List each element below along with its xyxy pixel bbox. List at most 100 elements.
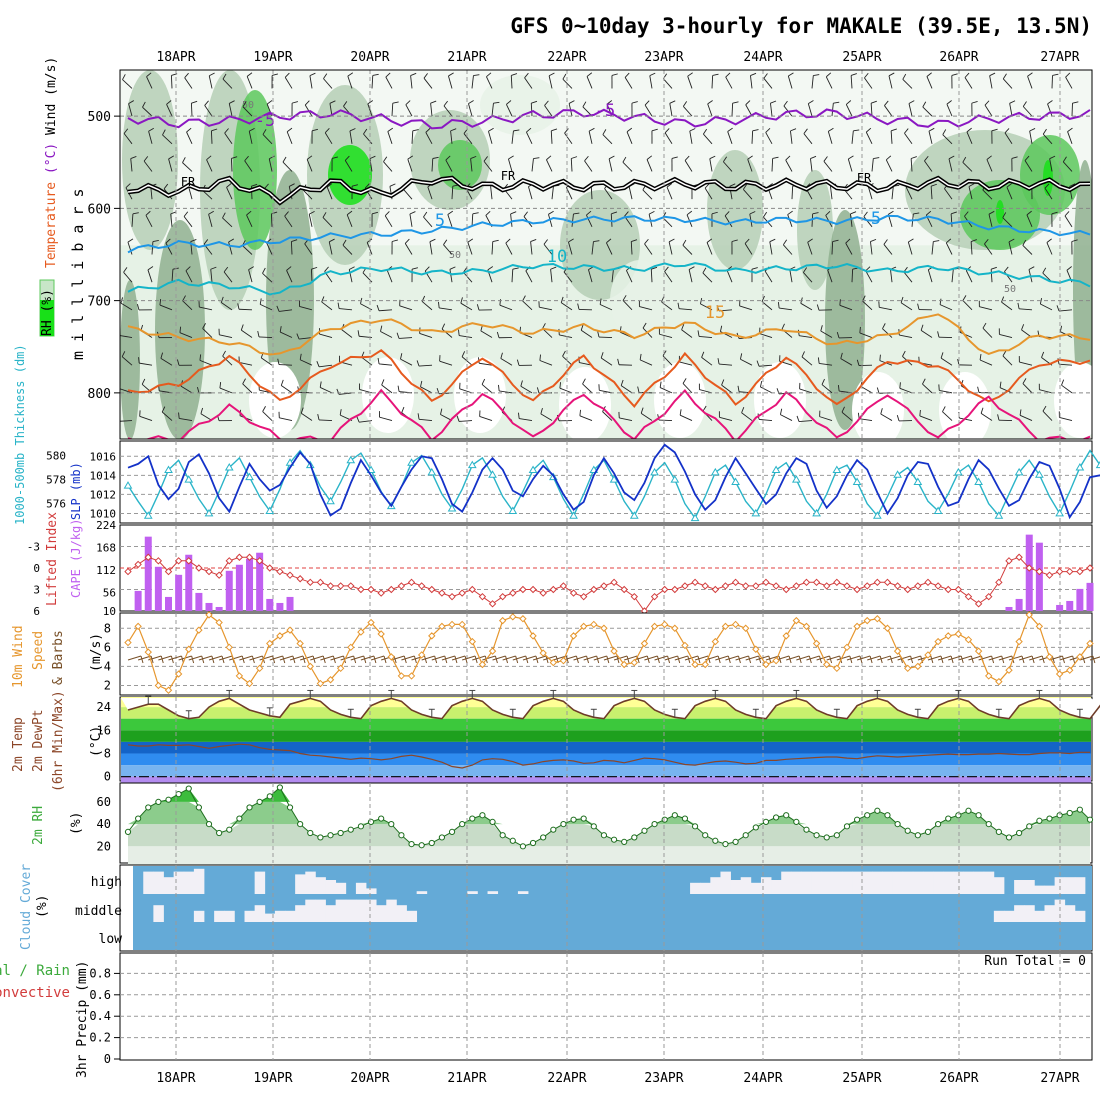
wind-barb-flag bbox=[1069, 183, 1076, 187]
wind-barb-flag bbox=[266, 100, 273, 105]
surface-barb-flag bbox=[282, 655, 286, 664]
wind-barb-flag bbox=[787, 210, 793, 215]
wind-barb bbox=[127, 242, 133, 255]
wind-barb bbox=[940, 357, 953, 366]
wind-barb-flag bbox=[669, 100, 676, 104]
wind-barb bbox=[820, 330, 833, 338]
wind-barb bbox=[899, 334, 913, 338]
wind-speed-point bbox=[336, 664, 345, 673]
date-labels-top: 18APR 19APR 20APR 21APR 22APR 23APR 24APR 25APR… bbox=[156, 50, 1079, 65]
wind-speed-point bbox=[225, 643, 233, 652]
wind-barb bbox=[865, 270, 873, 283]
wind-barb bbox=[564, 132, 573, 145]
pressure-tick-label: 800 bbox=[88, 387, 111, 402]
wind-barb-flag bbox=[539, 354, 541, 361]
wind-barb bbox=[210, 130, 213, 144]
contour-label: -5 bbox=[255, 111, 275, 131]
wind-barb-flag bbox=[747, 155, 753, 160]
wind-barb-flag bbox=[130, 156, 137, 159]
cape-bar bbox=[235, 564, 243, 611]
wind-speed-point bbox=[762, 660, 770, 669]
wind-barb-flag bbox=[121, 351, 126, 357]
wind-barb-flag bbox=[966, 127, 972, 133]
lifted-index-point bbox=[205, 567, 213, 576]
wind-barb-flag bbox=[930, 183, 937, 187]
wind-barb bbox=[542, 328, 553, 338]
wind-barb bbox=[160, 358, 173, 366]
lifted-index-point bbox=[650, 592, 659, 601]
wind-barb-flag bbox=[1011, 156, 1018, 159]
cloud-gap bbox=[750, 882, 762, 894]
wind-barb bbox=[684, 160, 693, 172]
wind-barb bbox=[304, 243, 313, 255]
cape-axis-label: CAPE (J/kg) bbox=[69, 519, 83, 598]
wind-barb-flag bbox=[620, 379, 624, 386]
lifted-index-point bbox=[478, 592, 487, 601]
wind-barb bbox=[927, 269, 933, 283]
wind-barb-flag bbox=[926, 210, 932, 216]
wind-barb-flag bbox=[443, 239, 448, 245]
wind-barb-flag bbox=[940, 352, 944, 359]
lifted-index-point bbox=[883, 578, 892, 587]
wind-barb bbox=[920, 330, 933, 338]
wind-barb bbox=[286, 131, 293, 144]
lifted-index-point bbox=[1076, 567, 1084, 576]
cloud-gap bbox=[214, 910, 225, 922]
contour-label: 10 bbox=[547, 247, 567, 267]
wind-barb bbox=[443, 105, 453, 117]
surface-barb-flag bbox=[1092, 655, 1096, 664]
wind-barb bbox=[299, 306, 313, 311]
wind-barb bbox=[771, 158, 774, 172]
wind-barb-flag bbox=[467, 238, 474, 243]
wind-barb-flag bbox=[1064, 211, 1070, 217]
temperature-contour bbox=[127, 313, 1091, 356]
precip-tick-label: 0.8 bbox=[89, 966, 111, 980]
wind-barb bbox=[379, 416, 393, 421]
wind-barb-flag bbox=[968, 183, 975, 187]
wind-barb-flag bbox=[508, 155, 514, 160]
rh2m-line-point bbox=[681, 815, 689, 822]
wind-speed-point bbox=[833, 664, 841, 673]
thickness-axis-label: 1000-500mb Thickness (dm) bbox=[13, 344, 27, 525]
rh2m-line-point bbox=[823, 834, 830, 841]
surface-barb-flag bbox=[768, 655, 772, 664]
wind-barb bbox=[840, 358, 853, 366]
wind-barb-flag bbox=[1042, 405, 1047, 412]
wind-barb-flag bbox=[202, 323, 206, 329]
wind-barb bbox=[308, 214, 313, 227]
wind-barb bbox=[787, 75, 793, 89]
temperature-contour bbox=[127, 108, 1091, 130]
legend-temperature-unit: (°C) bbox=[44, 143, 59, 174]
wind-barb-flag bbox=[863, 211, 868, 217]
wind-barb-flag bbox=[896, 415, 900, 422]
wind-barb-flag bbox=[363, 128, 368, 135]
wind-barb-flag bbox=[483, 156, 488, 162]
wind-barb bbox=[659, 333, 673, 338]
wind-barb bbox=[262, 134, 273, 145]
wind-barb-flag bbox=[416, 360, 420, 367]
surface-barb bbox=[158, 655, 172, 661]
wind-barb bbox=[1065, 76, 1073, 89]
lifted-index-point bbox=[1025, 564, 1033, 572]
surface-barb-flag bbox=[150, 655, 154, 664]
wind-barb bbox=[845, 104, 853, 117]
wind-barb bbox=[1040, 303, 1053, 311]
wind-barb-flag bbox=[523, 211, 528, 217]
wind-barb-flag bbox=[460, 297, 463, 304]
cloud-gap bbox=[295, 905, 306, 922]
date-label-top: 22APR bbox=[547, 50, 586, 65]
wind-barb bbox=[260, 303, 273, 311]
wind-speed-point bbox=[985, 672, 993, 680]
wind-barb bbox=[445, 159, 453, 172]
surface-barb bbox=[472, 655, 486, 661]
wind-barb-flag bbox=[876, 387, 880, 394]
wind-barb-flag bbox=[1006, 183, 1012, 188]
wind-barb-flag bbox=[588, 127, 595, 132]
wind-speed-point bbox=[357, 628, 365, 636]
wind-barb bbox=[899, 387, 913, 394]
wind-barb-flag bbox=[244, 155, 249, 162]
wind-barb bbox=[999, 387, 1013, 394]
wind-barb bbox=[682, 383, 693, 394]
surface-barb-flag bbox=[140, 655, 144, 664]
lifted-index-point bbox=[286, 571, 294, 579]
